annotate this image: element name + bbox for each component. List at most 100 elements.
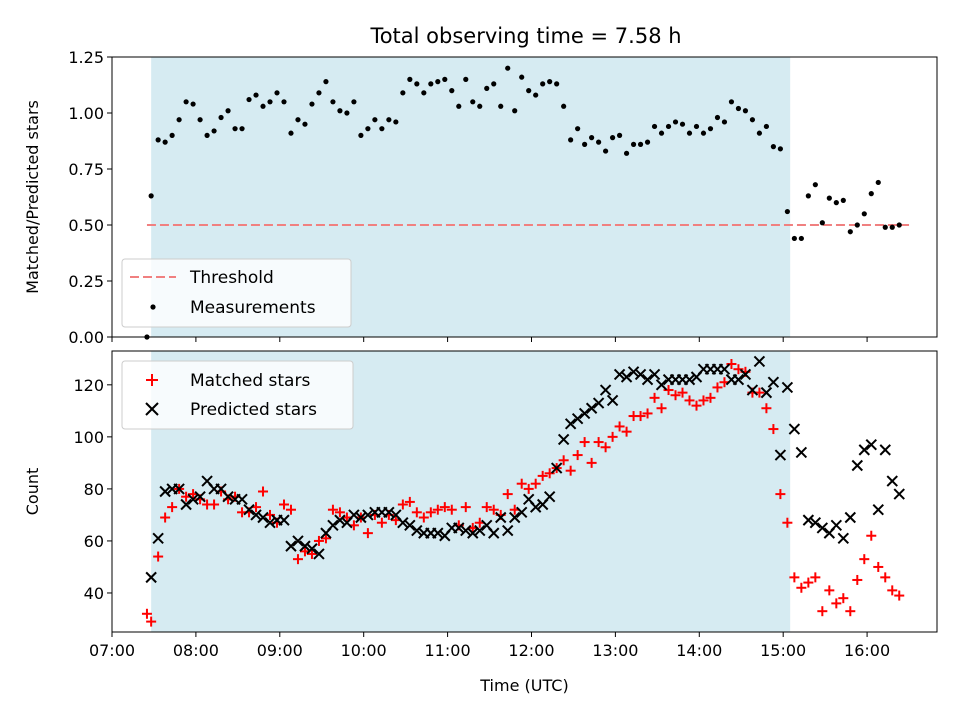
predicted-star-point bbox=[292, 535, 304, 547]
predicted-star-point bbox=[355, 511, 367, 524]
y-tick-label: 0.75 bbox=[68, 160, 104, 179]
matched-stars-legend-swatch bbox=[146, 374, 158, 386]
matched-star-point bbox=[796, 582, 807, 593]
matched-star-point bbox=[873, 561, 884, 572]
measurement-point bbox=[596, 139, 602, 145]
matched-star-point bbox=[530, 478, 541, 489]
predicted-star-point bbox=[627, 366, 640, 378]
y-tick-label: 60 bbox=[84, 532, 104, 551]
y-tick-label: 120 bbox=[73, 376, 104, 395]
predicted-star-point bbox=[760, 386, 773, 399]
predicted-star-point bbox=[739, 368, 752, 381]
measurement-point bbox=[568, 137, 574, 143]
y-tick-label: 40 bbox=[84, 584, 104, 603]
measurement-point bbox=[721, 119, 728, 125]
measurement-point bbox=[456, 103, 462, 109]
matched-star-point bbox=[446, 504, 457, 515]
measurement-point bbox=[260, 103, 266, 109]
predicted-star-point bbox=[830, 519, 843, 532]
matched-star-point bbox=[544, 468, 555, 479]
matched-star-point bbox=[481, 502, 492, 513]
predicted-star-point bbox=[557, 433, 570, 446]
measurement-point bbox=[672, 119, 679, 125]
matched-star-point bbox=[565, 465, 576, 476]
measurement-point bbox=[484, 85, 490, 91]
predicted-star-point bbox=[851, 459, 864, 472]
measurement-point bbox=[616, 132, 623, 138]
matched-star-point bbox=[838, 593, 849, 604]
matched-star-point bbox=[167, 502, 178, 513]
matched-star-point bbox=[614, 421, 625, 432]
measurement-point bbox=[623, 150, 630, 156]
measurement-point bbox=[644, 139, 651, 145]
predicted-star-point bbox=[264, 517, 276, 529]
measurement-point bbox=[379, 126, 385, 132]
measurement-point bbox=[861, 211, 867, 217]
predicted-star-point bbox=[411, 524, 423, 537]
count-legend: Matched stars Predicted stars bbox=[121, 360, 354, 430]
measurement-point bbox=[798, 235, 804, 242]
predicted-star-point bbox=[858, 444, 870, 456]
measurement-point bbox=[176, 117, 182, 123]
matched-star-point bbox=[768, 424, 779, 435]
measurement-point bbox=[498, 103, 504, 109]
predicted-star-point bbox=[488, 527, 500, 539]
measurement-point bbox=[847, 229, 853, 235]
measurement-point bbox=[330, 99, 336, 105]
matched-star-point bbox=[803, 577, 814, 588]
measurement-point bbox=[819, 220, 825, 226]
predicted-star-point bbox=[879, 444, 891, 456]
matched-star-point bbox=[334, 507, 345, 518]
measurement-point bbox=[449, 88, 455, 94]
predicted-star-point bbox=[774, 449, 787, 461]
predicted-star-point bbox=[753, 355, 766, 368]
matched-star-point bbox=[432, 504, 443, 515]
matched-star-point bbox=[523, 483, 534, 494]
predicted-star-point bbox=[599, 384, 612, 396]
matched-star-point bbox=[376, 517, 387, 528]
measurement-point bbox=[784, 208, 790, 215]
predicted-star-point bbox=[180, 498, 192, 511]
measurement-point bbox=[204, 132, 210, 138]
x-tick-label: 15:00 bbox=[760, 641, 806, 660]
predicted-star-point bbox=[571, 412, 584, 425]
matched-star-point bbox=[278, 499, 289, 510]
y-tick-label: 0.00 bbox=[68, 328, 104, 347]
matched-star-point bbox=[789, 572, 800, 583]
predicted-star-point bbox=[893, 488, 905, 500]
measurement-point bbox=[840, 197, 846, 203]
measurement-point bbox=[630, 141, 637, 147]
predicted-star-point bbox=[585, 402, 598, 414]
measurement-point bbox=[868, 191, 874, 197]
matched-stars-legend-label: Matched stars bbox=[190, 371, 310, 391]
predicted-star-point bbox=[564, 418, 577, 430]
matched-star-point bbox=[852, 574, 863, 585]
x-tick-label: 09:00 bbox=[257, 641, 303, 660]
predicted-star-point bbox=[781, 381, 794, 394]
matched-star-point bbox=[285, 504, 296, 515]
matched-star-point bbox=[320, 533, 331, 544]
matched-star-point bbox=[160, 512, 171, 523]
measurement-point bbox=[805, 193, 811, 199]
matched-star-point bbox=[488, 504, 499, 515]
y-tick-label: 1.25 bbox=[68, 48, 104, 67]
ratio-y-axis: 0.00 0.25 0.50 0.75 1.00 1.25 bbox=[68, 48, 112, 347]
measurement-point bbox=[749, 117, 756, 123]
measurement-point bbox=[421, 90, 427, 96]
measurement-point bbox=[295, 117, 301, 123]
measurement-point bbox=[791, 235, 797, 242]
matched-star-point bbox=[642, 408, 653, 419]
matched-star-point bbox=[600, 442, 611, 453]
measurement-point bbox=[414, 81, 420, 87]
matched-star-point bbox=[670, 390, 681, 401]
measurement-point bbox=[365, 126, 371, 132]
matched-star-point bbox=[153, 551, 164, 562]
measurement-point bbox=[281, 99, 287, 105]
matched-star-point bbox=[425, 507, 436, 518]
count-legend-box bbox=[121, 360, 354, 430]
predicted-star-point bbox=[641, 373, 654, 386]
matched-star-point bbox=[656, 403, 667, 414]
matched-star-point bbox=[558, 455, 569, 466]
measurement-point bbox=[777, 146, 783, 152]
measurement-point bbox=[882, 224, 888, 230]
